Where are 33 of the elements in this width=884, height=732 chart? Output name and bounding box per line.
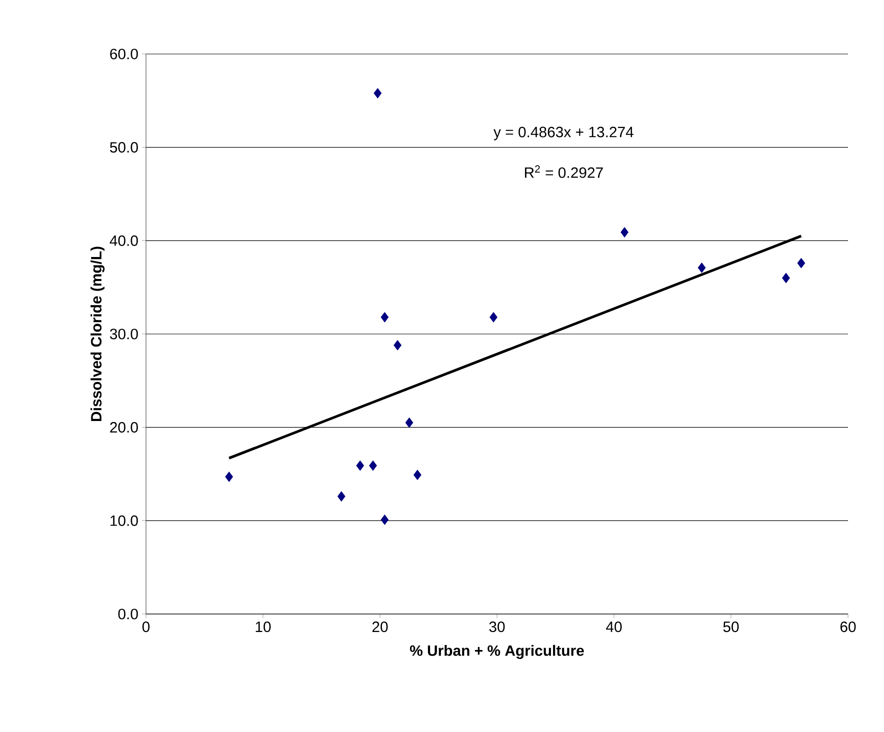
point (369, 460, 377, 471)
point (490, 312, 498, 322)
y-tick-label: 10.0 (110, 515, 138, 526)
y-tick-label: 40.0 (110, 235, 138, 246)
y-tick-label: 50.0 (110, 142, 138, 153)
x-tick-label: 20 (372, 622, 388, 632)
point (797, 258, 806, 268)
point (405, 417, 414, 428)
point (620, 227, 628, 238)
y-axis-title: Dissolved Cloride (mg/L) (90, 246, 105, 422)
point (394, 340, 402, 350)
point (356, 460, 364, 471)
annotation: R$^{2}$ = 0.2927 (524, 165, 603, 178)
x-axis-title: % Urban + % Agriculture (410, 644, 584, 659)
point (380, 514, 389, 525)
x-tick-label: 0 (142, 622, 150, 632)
x-tick-label: 60 (840, 622, 856, 632)
annotation: y = 0.4863x + 13.274 (494, 126, 634, 140)
y-tick-label: 0.0 (118, 608, 138, 620)
point (413, 470, 422, 480)
x-tick-label: 40 (606, 622, 622, 632)
point (225, 472, 234, 482)
point (374, 88, 382, 98)
x-tick-label: 50 (723, 622, 739, 632)
x-tick-label: 10 (256, 622, 271, 632)
point (337, 491, 346, 502)
point (782, 272, 790, 284)
y-tick-label: 20.0 (110, 422, 138, 433)
y-tick-label: 30.0 (110, 328, 138, 340)
point (380, 312, 389, 322)
x-tick-label: 30 (489, 622, 505, 632)
point (698, 262, 706, 273)
y-tick-label: 60.0 (110, 48, 138, 60)
